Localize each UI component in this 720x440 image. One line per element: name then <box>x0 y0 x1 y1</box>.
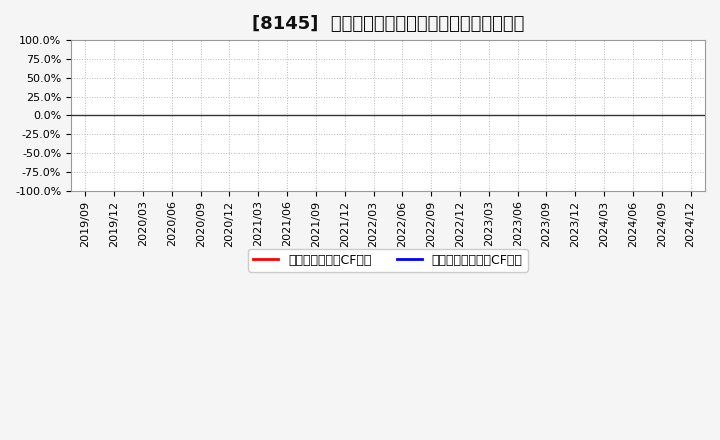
Title: [8145]  有利子負債キャッシュフロー比率の推移: [8145] 有利子負債キャッシュフロー比率の推移 <box>252 15 524 33</box>
Legend: 有利子負債営業CF比率, 有利子負債フリーCF比率: 有利子負債営業CF比率, 有利子負債フリーCF比率 <box>248 249 528 272</box>
